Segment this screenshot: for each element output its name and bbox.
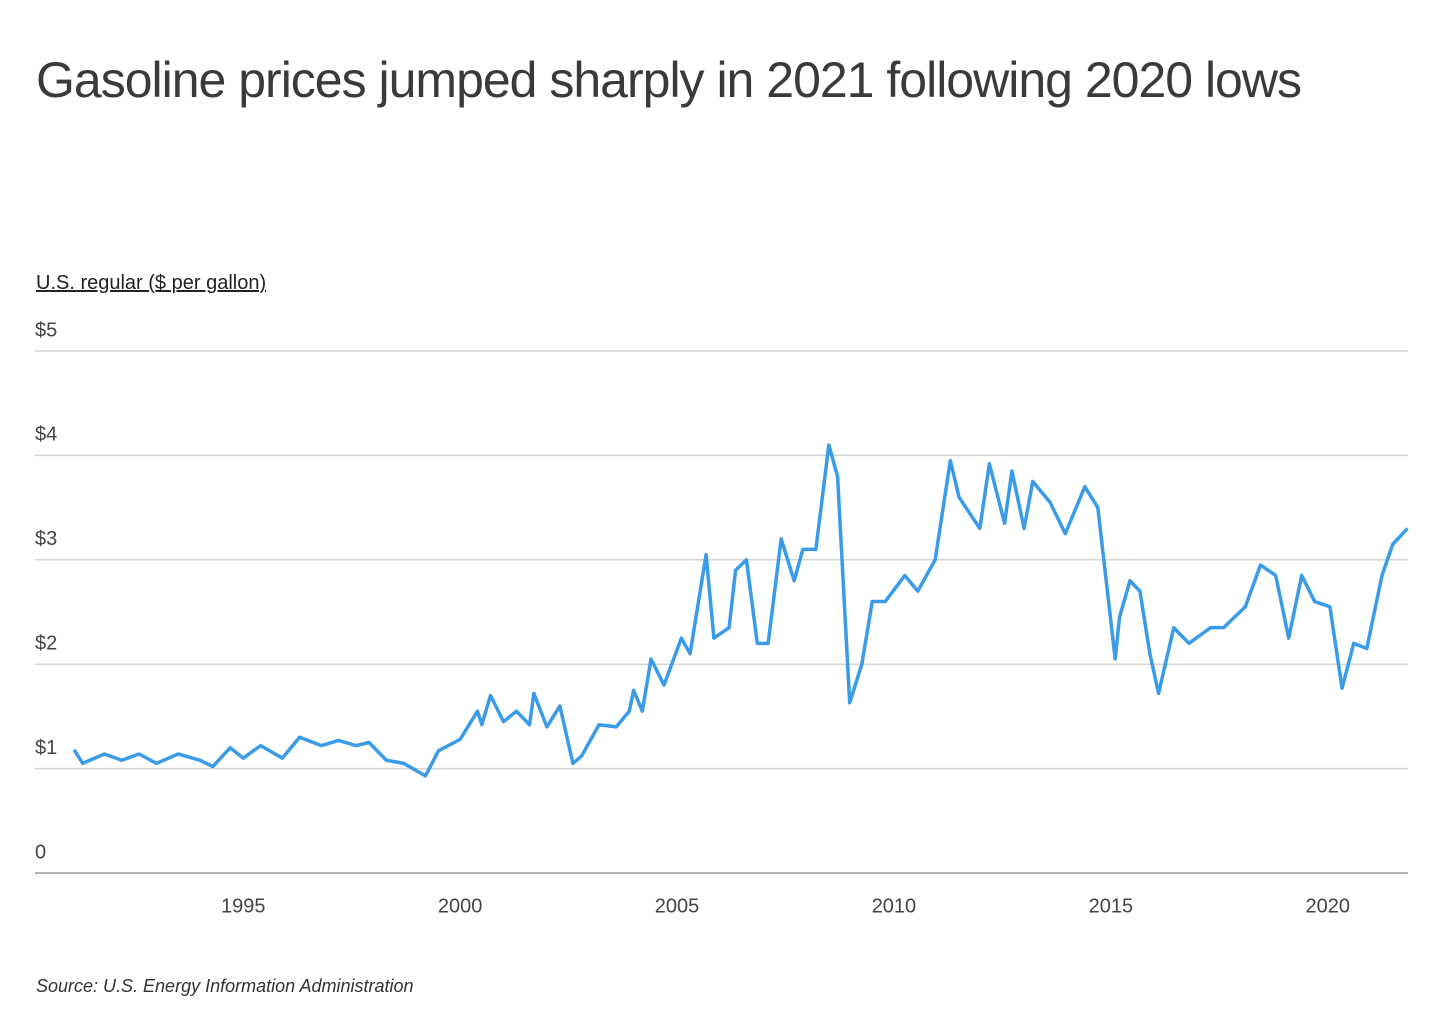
x-tick-label: 2005 xyxy=(655,895,700,917)
x-tick-label: 2000 xyxy=(438,895,483,917)
price-line xyxy=(72,443,1409,778)
chart: 0 $1 $2 $3 $4 $5 1995 2000 2005 2010 2015 2020 xyxy=(35,319,1409,917)
source-note: Source: U.S. Energy Information Administ… xyxy=(36,976,414,996)
y-tick-label: $3 xyxy=(35,528,57,550)
x-tick-label: 2020 xyxy=(1305,895,1350,917)
y-tick-label: $4 xyxy=(35,424,57,446)
y-tick-label: $5 xyxy=(35,319,57,341)
y-tick-label: $1 xyxy=(35,737,57,759)
y-tick-label: $2 xyxy=(35,632,57,654)
x-tick-label: 2015 xyxy=(1089,895,1134,917)
y-tick-label: 0 xyxy=(35,841,46,863)
chart-title: Gasoline prices jumped sharply in 2021 f… xyxy=(36,52,1302,108)
x-tick-label: 2010 xyxy=(872,895,917,917)
y-axis-label: U.S. regular ($ per gallon) xyxy=(36,272,267,294)
x-tick-label: 1995 xyxy=(221,895,266,917)
